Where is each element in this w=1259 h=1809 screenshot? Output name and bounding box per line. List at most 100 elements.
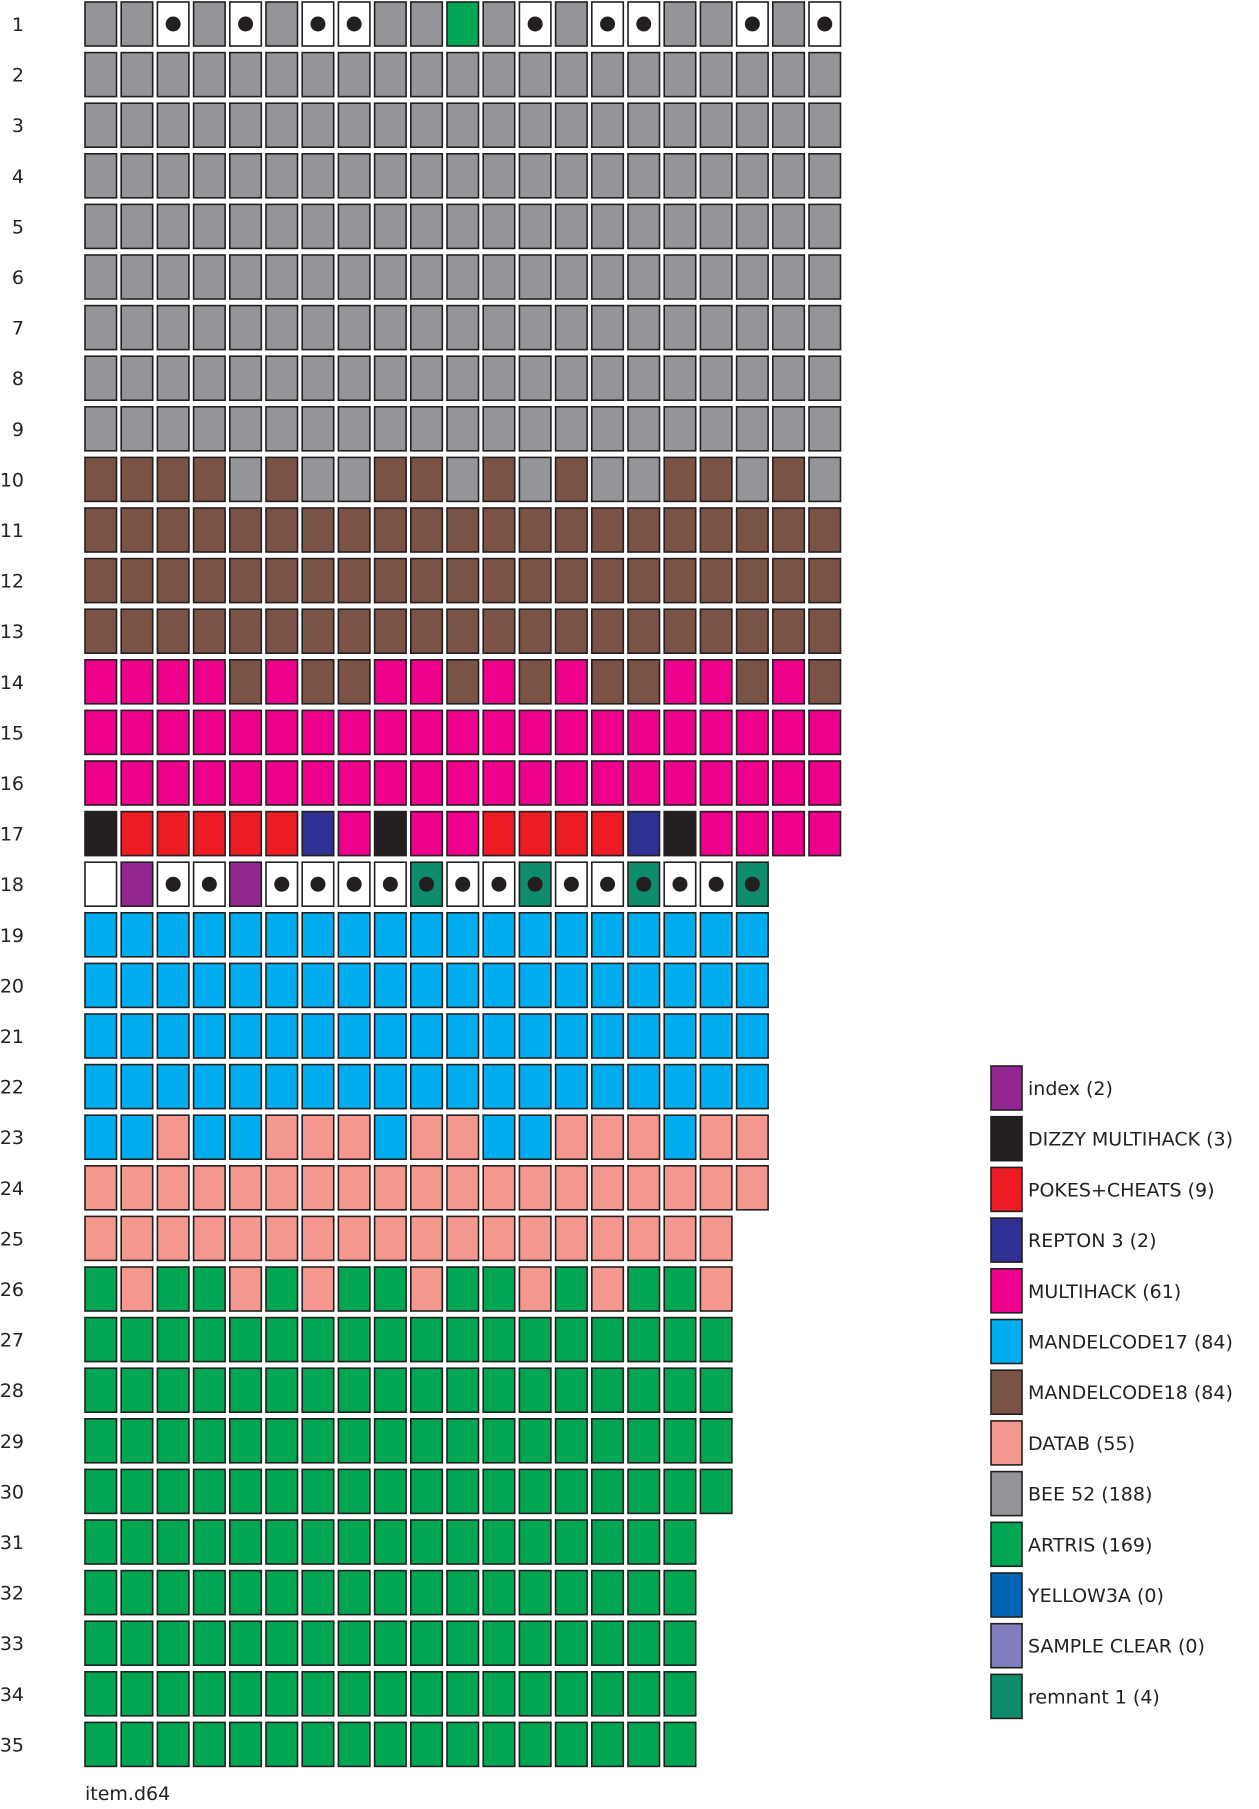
sector-cell <box>627 658 661 705</box>
sector-cell <box>409 1671 444 1717</box>
track-label: 19 <box>0 925 24 947</box>
sector-cell <box>627 1418 661 1464</box>
sector-cell <box>518 254 552 300</box>
sector-cell <box>699 153 733 199</box>
sector-dot <box>744 876 760 892</box>
sector-cell <box>120 1316 154 1363</box>
sector-cell <box>265 456 299 503</box>
sector-cell <box>265 51 299 98</box>
sector-cell <box>554 102 588 148</box>
sector-cell <box>627 1519 661 1565</box>
sector-cell <box>84 810 118 857</box>
sector-cell <box>590 1215 625 1262</box>
sector-dot <box>382 876 398 892</box>
sector-cell <box>120 1671 154 1717</box>
sector-cell <box>192 760 226 806</box>
sector-cell <box>699 254 733 300</box>
sector-cell <box>699 962 733 1009</box>
sector-cell <box>156 557 190 604</box>
sector-cell <box>192 1721 226 1768</box>
sector-cell <box>735 1063 769 1110</box>
sector-cell <box>590 1519 625 1565</box>
sector-cell <box>627 557 661 604</box>
sector-cell <box>409 658 444 705</box>
sector-cell <box>229 1671 263 1717</box>
sector-cell <box>192 153 226 199</box>
legend-swatch <box>990 1521 1023 1568</box>
sector-cell <box>229 102 263 148</box>
sector-cell <box>735 51 769 98</box>
sector-cell <box>699 1165 733 1211</box>
sector-cell <box>265 153 299 199</box>
sector-cell <box>229 557 263 604</box>
sector-cell <box>156 1519 190 1565</box>
sector-cell <box>554 1215 588 1262</box>
sector-cell <box>627 1013 661 1059</box>
sector-cell <box>409 456 444 503</box>
legend-label: REPTON 3 (2) <box>1028 1230 1157 1252</box>
sector-cell <box>446 1620 480 1666</box>
sector-cell <box>265 1063 299 1110</box>
legend-label: DATAB (55) <box>1028 1433 1135 1455</box>
sector-cell <box>735 254 769 300</box>
sector-cell <box>590 1114 625 1160</box>
sector-cell <box>265 254 299 300</box>
sector-cell <box>265 1721 299 1768</box>
sector-cell <box>735 355 769 402</box>
sector-cell <box>590 911 625 958</box>
sector-cell <box>446 254 480 300</box>
sector-cell <box>482 1165 516 1211</box>
sector-cell <box>735 153 769 199</box>
sector-cell <box>156 962 190 1009</box>
sector-cell <box>663 1367 697 1413</box>
sector-cell <box>482 1620 516 1666</box>
sector-cell <box>699 102 733 148</box>
sector-dot <box>744 16 760 32</box>
sector-cell <box>84 1165 118 1211</box>
sector-cell <box>229 355 263 402</box>
sector-dot <box>201 876 217 892</box>
sector-cell <box>554 1519 588 1565</box>
sector-grid <box>84 1 842 1768</box>
sector-cell <box>229 203 263 250</box>
sector-cell <box>409 304 444 351</box>
sector-cell <box>518 1266 552 1312</box>
sector-cell <box>373 153 407 199</box>
sector-cell <box>518 203 552 250</box>
legend-label: MANDELCODE18 (84) <box>1028 1382 1233 1404</box>
sector-cell <box>373 355 407 402</box>
sector-cell <box>482 1316 516 1363</box>
sector-cell <box>627 1063 661 1110</box>
sector-cell <box>373 1418 407 1464</box>
sector-cell <box>265 1569 299 1616</box>
sector-cell <box>156 1 190 47</box>
sector-cell <box>808 254 842 300</box>
sector-cell <box>373 254 407 300</box>
sector-cell <box>663 810 697 857</box>
sector-cell <box>265 1013 299 1059</box>
sector-cell <box>156 608 190 655</box>
legend-swatch <box>990 1065 1023 1111</box>
sector-cell <box>663 254 697 300</box>
sector-cell <box>229 153 263 199</box>
track-label: 3 <box>12 115 24 137</box>
sector-cell <box>518 355 552 402</box>
sector-cell <box>771 507 806 553</box>
sector-cell <box>301 355 335 402</box>
sector-cell <box>120 962 154 1009</box>
sector-cell <box>373 1013 407 1059</box>
sector-cell <box>301 608 335 655</box>
sector-cell <box>482 102 516 148</box>
sector-cell <box>808 810 842 857</box>
sector-cell <box>409 810 444 857</box>
sector-cell <box>409 1063 444 1110</box>
sector-cell <box>192 1215 226 1262</box>
sector-cell <box>808 760 842 806</box>
sector-cell <box>735 1 769 47</box>
sector-cell <box>699 1468 733 1515</box>
sector-cell <box>590 1266 625 1312</box>
sector-cell <box>627 102 661 148</box>
sector-cell <box>337 254 371 300</box>
sector-cell <box>446 1418 480 1464</box>
sector-cell <box>409 1721 444 1768</box>
